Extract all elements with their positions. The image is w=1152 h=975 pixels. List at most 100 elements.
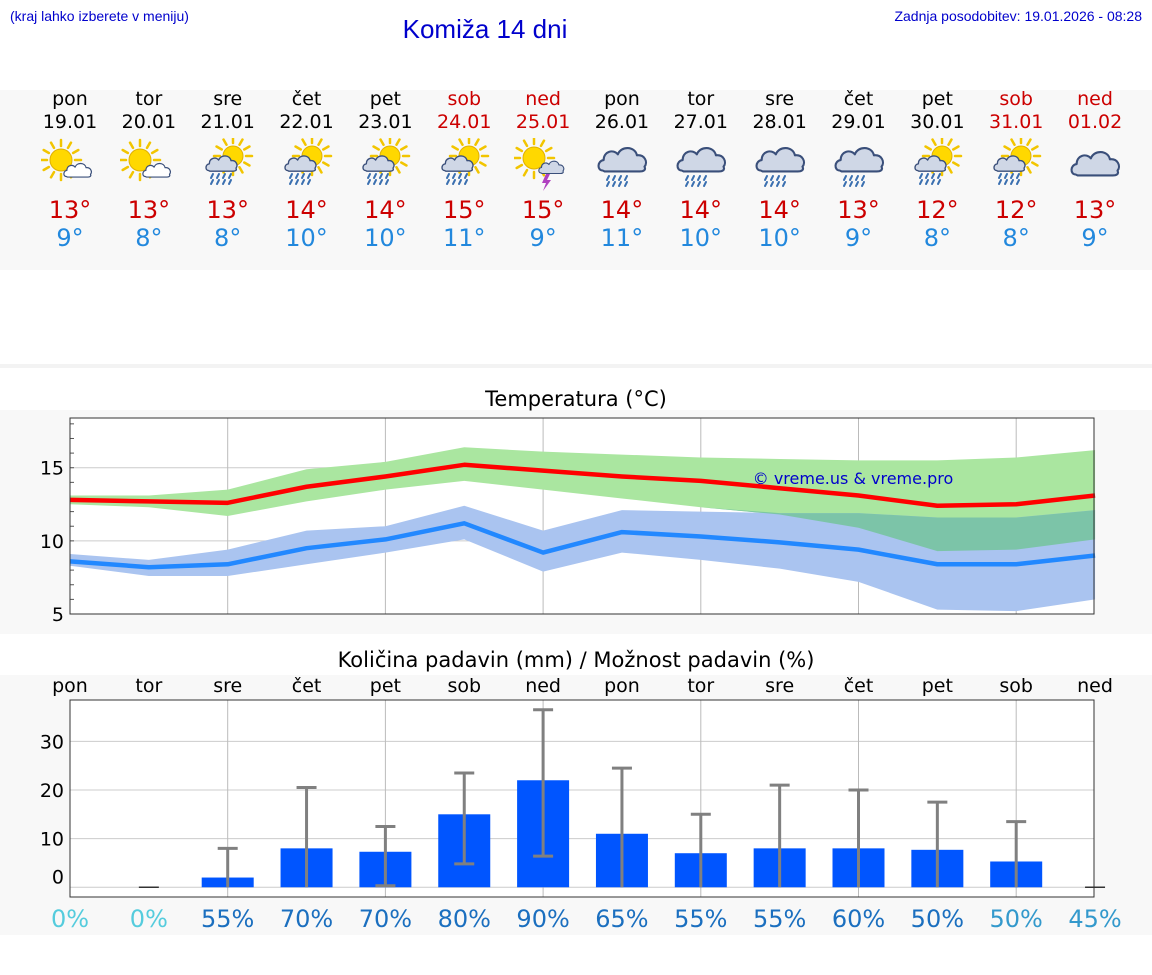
temp-min: 8°	[214, 224, 242, 252]
day-date: 30.01	[910, 111, 965, 133]
last-update: Zadnja posodobitev: 19.01.2026 - 08:28	[894, 8, 1142, 24]
watermark: © vreme.us & vreme.pro	[753, 469, 954, 488]
sun-cloud-rain-icon	[205, 138, 253, 185]
temp-max: 13°	[837, 196, 880, 224]
day-name: sre	[213, 88, 243, 110]
temp-min: 10°	[285, 224, 328, 252]
temp-min: 10°	[364, 224, 407, 252]
day-forecast: pet 23.01 14° 10°	[346, 88, 424, 252]
y-tick-label: 20	[40, 780, 64, 802]
day-forecast: tor 20.01 13° 8°	[110, 88, 188, 252]
forecast-band	[0, 90, 1152, 270]
precip-chance-label: 45%	[1068, 905, 1121, 933]
sun-cloud-rain-icon	[283, 138, 332, 185]
day-label: sob	[999, 675, 1033, 697]
precip-title: Količina padavin (mm) / Možnost padavin …	[337, 648, 815, 672]
day-name: sob	[447, 88, 482, 110]
temp-max: 13°	[127, 196, 171, 224]
day-date: 23.01	[358, 111, 413, 133]
precip-chance-label: 50%	[990, 905, 1043, 933]
day-name: ned	[525, 88, 561, 110]
day-name: pon	[604, 88, 640, 110]
day-name: tor	[135, 88, 163, 110]
day-date: 21.01	[200, 111, 255, 133]
day-label: sre	[213, 675, 242, 697]
temp-max: 14°	[679, 196, 723, 224]
precip-chance-label: 55%	[753, 905, 806, 933]
plot-frame	[69, 699, 1095, 898]
overlap-band	[70, 480, 1096, 552]
day-date: 20.01	[121, 111, 177, 133]
max-temp-line	[69, 462, 1096, 509]
day-name: ned	[1077, 88, 1113, 110]
precip-chance-label: 55%	[201, 905, 254, 933]
cloud-icon	[1070, 151, 1121, 177]
day-name: čet	[843, 88, 874, 110]
temp-max: 14°	[285, 196, 328, 224]
temp-max: 15°	[442, 196, 486, 224]
day-label: tor	[687, 675, 714, 697]
day-forecast: pet 30.01 12° 8°	[898, 88, 976, 252]
temp-min: 11°	[600, 224, 644, 252]
cloud-rain-icon	[676, 147, 726, 187]
day-forecast: sre 28.01 14° 10°	[741, 88, 819, 252]
day-forecast: sob 31.01 12° 8°	[977, 88, 1055, 252]
day-date: 29.01	[831, 111, 886, 133]
day-date: 31.01	[988, 111, 1044, 133]
day-name: čet	[291, 88, 322, 110]
day-date: 26.01	[594, 111, 650, 133]
day-name: pet	[369, 88, 401, 110]
day-forecast: pon 26.01 14° 11°	[583, 88, 661, 252]
day-date: 28.01	[752, 111, 807, 133]
precip-chance-label: 80%	[438, 905, 491, 933]
day-label: pon	[52, 675, 88, 697]
temp-max: 13°	[206, 196, 249, 224]
precipitation-chart: pon tor sre čet pet sob ned pon tor sre čet pet sob n…	[40, 675, 1122, 933]
temp-max: 12°	[994, 196, 1038, 224]
max-temp-range-band	[70, 447, 1096, 552]
temp-min: 10°	[758, 224, 801, 252]
sun-cloud-rain-icon	[914, 138, 963, 185]
precip-chance-label: 0%	[51, 905, 89, 933]
sun-thunder-icon	[514, 138, 565, 191]
temp-max: 15°	[521, 196, 565, 224]
day-forecast: tor 27.01 14° 10°	[662, 88, 740, 252]
y-tick-label: 5	[52, 604, 64, 626]
temp-max: 13°	[1073, 196, 1117, 224]
temp-min: 11°	[442, 224, 486, 252]
day-date: 25.01	[515, 111, 571, 133]
cloud-rain-icon	[834, 147, 884, 187]
sun-cloud-rain-icon	[993, 138, 1042, 185]
sun-cloud-icon	[41, 138, 92, 182]
plot-frame	[69, 417, 1095, 615]
temp-min: 8°	[135, 224, 163, 252]
precip-chance-label: 0%	[130, 905, 168, 933]
day-label: pet	[370, 675, 401, 697]
day-label: tor	[135, 675, 162, 697]
precip-chance-label: 90%	[516, 905, 569, 933]
day-label: čet	[844, 675, 874, 697]
temp-min: 9°	[56, 224, 84, 252]
precip-chance-label: 70%	[359, 905, 412, 933]
temperature-title: Temperatura (°C)	[485, 387, 667, 411]
y-tick-label: 10	[40, 829, 64, 851]
day-name: pet	[921, 88, 953, 110]
day-label: čet	[292, 675, 322, 697]
precip-chance-label: 50%	[911, 905, 964, 933]
day-label: sob	[447, 675, 481, 697]
cloud-rain-icon	[755, 147, 805, 187]
separator-band	[0, 364, 1152, 368]
day-date: 24.01	[437, 111, 492, 133]
day-date: 19.01	[42, 111, 98, 133]
day-label: ned	[1077, 675, 1113, 697]
day-date: 01.02	[1067, 111, 1123, 133]
day-forecast: ned 01.02 13° 9°	[1056, 88, 1134, 252]
temp-max: 14°	[364, 196, 407, 224]
day-date: 27.01	[673, 111, 728, 133]
day-name: pon	[52, 88, 88, 110]
day-forecast: čet 29.01 13° 9°	[820, 88, 898, 252]
day-label: ned	[525, 675, 561, 697]
temp-min: 9°	[1081, 224, 1109, 252]
temperature-chart: 5 10 15 © vreme.us & vreme.pro	[40, 417, 1096, 626]
day-date: 22.01	[279, 111, 334, 133]
